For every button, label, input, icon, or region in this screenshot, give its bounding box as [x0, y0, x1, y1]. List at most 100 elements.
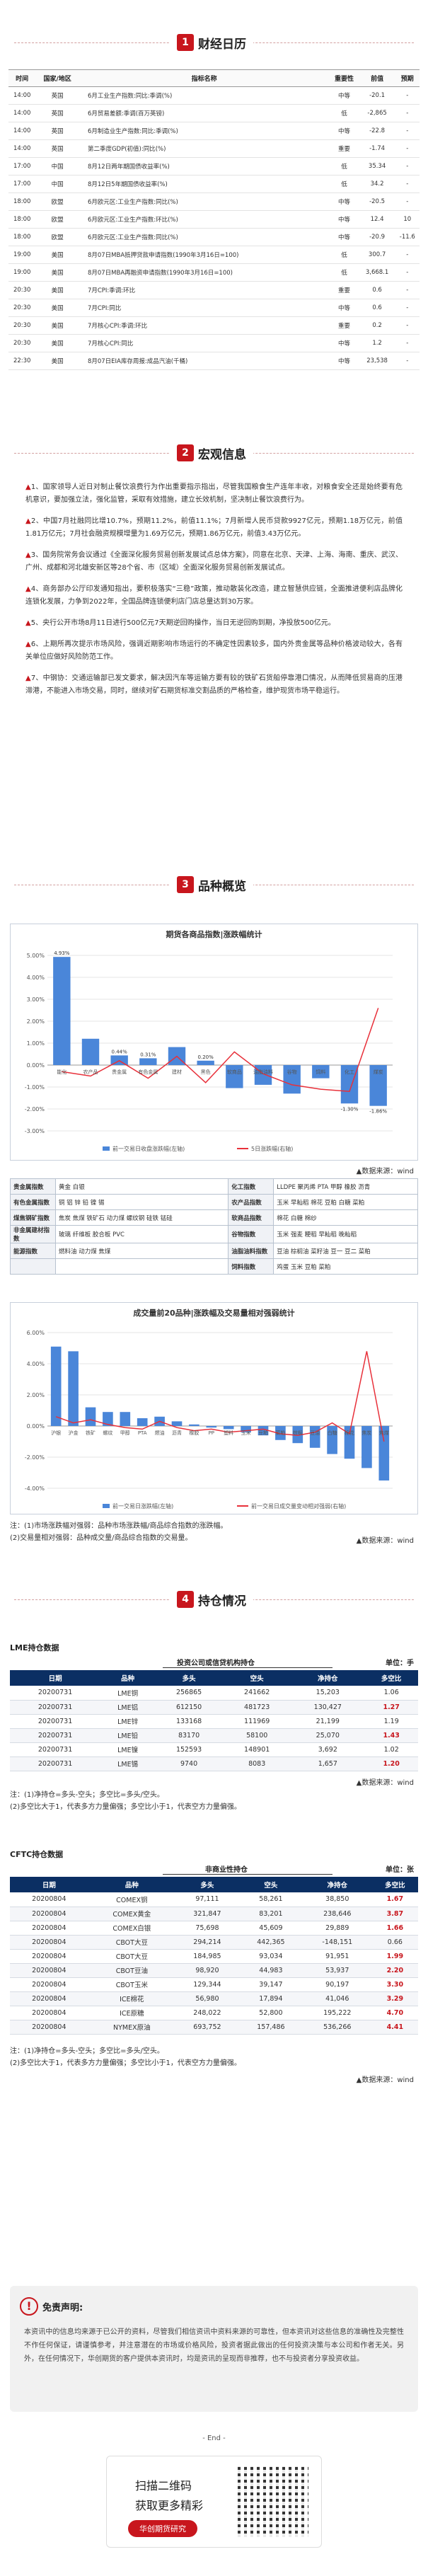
calendar-cell: 中国: [35, 157, 79, 176]
calendar-header: 前值: [359, 69, 395, 87]
calendar-cell: 12.4: [359, 210, 395, 229]
category-cell: 煤焦钢矿指数: [10, 1209, 56, 1226]
calendar-cell: -: [395, 86, 420, 105]
calendar-cell: 18:00: [8, 228, 36, 246]
bar: [137, 1418, 148, 1426]
follow-button[interactable]: 华创期货研究: [128, 2520, 197, 2537]
position-cell: 111969: [223, 1714, 291, 1729]
position-header: 多头: [175, 1877, 239, 1892]
calendar-cell: 英国: [35, 86, 79, 105]
position-cell: 4.41: [371, 2020, 418, 2035]
x-tick-label: 棕榈: [293, 1430, 303, 1436]
category-cell: 焦炭 焦煤 铁矿石 动力煤 螺纹钢 硅铁 锰硅: [54, 1209, 229, 1226]
y-tick-label: 4.00%: [27, 1361, 45, 1367]
bar: [275, 1426, 286, 1440]
calendar-cell: -: [395, 157, 420, 176]
position-cell: 1.27: [364, 1700, 418, 1715]
item-bullet: ▲: [25, 551, 31, 559]
position-cell: 1.67: [371, 1892, 418, 1907]
cftc-table: 日期 品种 多头 空头 净持仓 多空比 20200804 COMEX铜 97,111 58,261…: [10, 1877, 418, 2035]
calendar-cell: 欧盟: [35, 192, 79, 211]
position-cell: 133168: [155, 1714, 224, 1729]
position-cell: 15,203: [291, 1686, 365, 1701]
calendar-cell: 低: [329, 175, 359, 193]
category-cell: 玉米 早籼稻 棉花 豆粕 白糖 菜粕: [273, 1194, 418, 1210]
calendar-cell: 1.2: [359, 334, 395, 352]
calendar-row: 20:30 美国 7月核心CPI:季调:环比 重要 0.2-: [8, 316, 420, 335]
legend-label: 前一交易日成交量变动相对强弱(右轴): [251, 1502, 346, 1510]
calendar-cell: 3,668.1: [359, 263, 395, 282]
calendar-row: 18:00 欧盟 6月欧元区:工业生产指数:同比(%) 中等 -20.5-: [8, 192, 420, 211]
commodity-index-svg: 5.00% 4.00% 3.00% 2.00% 1.00% 0.00% -1.00% -2.0…: [25, 950, 393, 1152]
position-cell: 1.43: [364, 1728, 418, 1743]
position-cell: CBOT大豆: [88, 1935, 175, 1950]
x-tick-label: 能化: [57, 1069, 66, 1075]
legend-label: 前一交易日收盘涨跌幅(左轴): [112, 1145, 185, 1152]
item-bullet: ▲: [25, 619, 31, 627]
calendar-cell: -: [395, 139, 420, 158]
section-number: 1: [177, 34, 194, 51]
position-cell: 56,980: [175, 1991, 239, 2006]
position-row: 20200731 LME锌 133168 111969 21,199 1.19: [10, 1714, 418, 1729]
category-cell: 化工指数: [228, 1178, 274, 1195]
macro-item: ▲4、商务部办公厅印发通知指出，要积极落实“三稳”政策，推动散装化改造，建立智慧…: [25, 583, 403, 609]
position-cell: 20200731: [10, 1700, 101, 1715]
position-cell: 20200804: [10, 1991, 88, 2006]
y-tick-label: 5.00%: [27, 953, 45, 959]
position-row: 20200731 LME铝 612150 481723 130,427 1.27: [10, 1700, 418, 1715]
lme-unit: 单位：手: [386, 1660, 414, 1667]
calendar-cell: 34.2: [359, 175, 395, 193]
calendar-cell: 22:30: [8, 352, 36, 370]
position-header: 品种: [100, 1670, 156, 1686]
bar: [68, 1351, 79, 1426]
position-cell: 38,850: [302, 1892, 372, 1907]
calendar-row: 19:00 美国 8月07日MBA抵押贷款申请指数(1990年3月16日=100) 低…: [8, 246, 420, 264]
position-cell: 481723: [223, 1700, 291, 1715]
category-cell: 豆油 棕榈油 菜籽油 豆一 豆二 菜粕: [273, 1243, 418, 1259]
calendar-cell: 中等: [329, 192, 359, 211]
calendar-cell: 英国: [35, 104, 79, 122]
calendar-cell: 7月核心CPI:季调:环比: [79, 316, 330, 335]
calendar-cell: 中等: [329, 299, 359, 317]
position-cell: 58,261: [238, 1892, 303, 1907]
calendar-header: 预期: [395, 69, 420, 87]
position-cell: COMEX铜: [88, 1892, 175, 1907]
calendar-cell: 欧盟: [35, 210, 79, 229]
data-source: ▲数据来源：wind: [356, 2076, 414, 2084]
calendar-cell: 第二季度GDP(初值):同比(%): [79, 139, 330, 158]
position-cell: 3.87: [371, 1907, 418, 1921]
bar: [171, 1421, 183, 1426]
position-cell: 20200804: [10, 1935, 88, 1950]
calendar-cell: 0.6: [359, 281, 395, 299]
macro-item: ▲5、央行公开市场8月11日进行500亿元7天期逆回购操作，当日无逆回购到期，净…: [25, 617, 403, 630]
position-cell: 20200804: [10, 1921, 88, 1936]
position-row: 20200804 ICE棉花 56,980 17,894 41,046 3.29: [10, 1991, 418, 2006]
position-cell: ICE原糖: [88, 2006, 175, 2020]
x-tick-label: 黑色: [201, 1069, 211, 1075]
category-row: 非金属建材指数 玻璃 纤维板 胶合板 PVC 谷物指数 玉米 强麦 粳稻 早籼稻 晚籼…: [10, 1225, 418, 1243]
bar: [344, 1426, 355, 1459]
position-cell: 693,752: [175, 2020, 239, 2035]
calendar-cell: 20:30: [8, 334, 36, 352]
position-cell: 1.19: [364, 1714, 418, 1729]
calendar-cell: 8月07日EIA库存周报:成品汽油(千桶): [79, 352, 330, 370]
position-cell: COMEX黄金: [88, 1907, 175, 1921]
position-cell: 83170: [155, 1728, 224, 1743]
position-cell: 41,046: [302, 1991, 372, 2006]
position-row: 20200804 ICE原糖 248,022 52,800 195,222 4.70: [10, 2006, 418, 2020]
calendar-cell: 6月欧元区:工业生产指数:同比(%): [79, 192, 330, 211]
x-tick-label: 橡胶: [189, 1430, 199, 1436]
qr-code-icon[interactable]: [238, 2466, 308, 2537]
position-cell: 536,266: [302, 2020, 372, 2035]
position-cell: 20200731: [10, 1742, 101, 1757]
macro-item: ▲6、上期所再次提示市场风险，强调近期影响市场运行的不确定性因素较多，国内外贵金…: [25, 638, 403, 664]
bar: [139, 1058, 157, 1065]
disclaimer-text: 本资讯中的信息均来源于已公开的资料，尽管我们相信资讯中资料来源的可靠性，但本资讯…: [24, 2328, 404, 2363]
position-cell: CBOT玉米: [88, 1977, 175, 1992]
position-cell: LME镍: [100, 1742, 156, 1757]
x-tick-label: PP: [209, 1430, 214, 1436]
calendar-cell: -1.74: [359, 139, 395, 158]
bar: [197, 1060, 214, 1065]
calendar-row: 22:30 美国 8月07日EIA库存周报:成品汽油(千桶) 中等 23,538-: [8, 352, 420, 370]
calendar-cell: 中国: [35, 175, 79, 193]
